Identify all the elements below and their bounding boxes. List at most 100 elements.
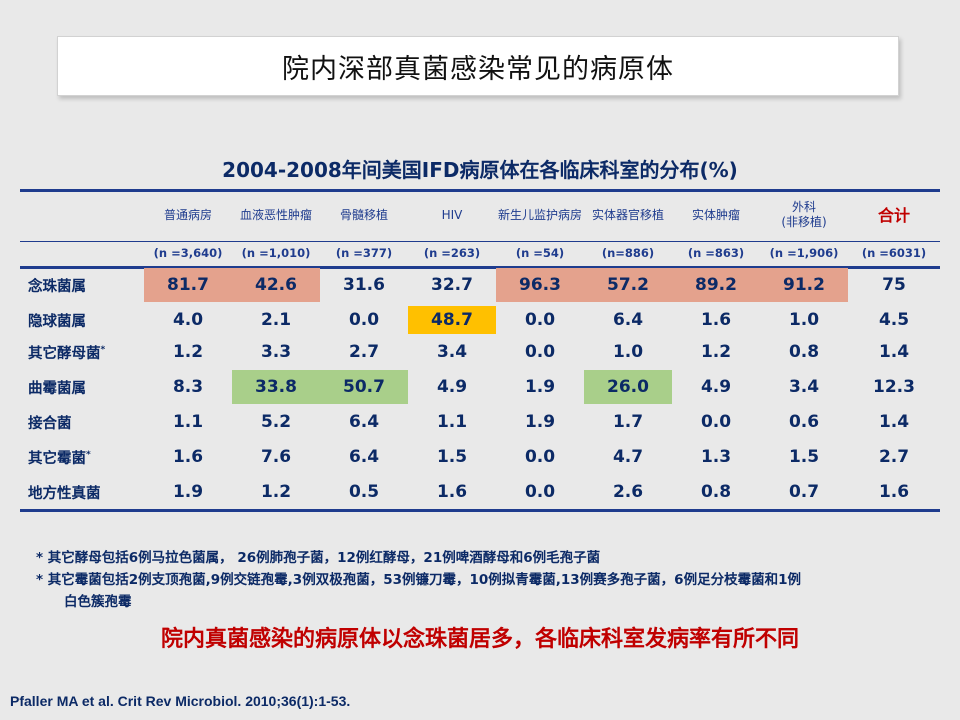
- sample-size-cell: (n =3,640): [153, 246, 223, 260]
- value-cell: 0.0: [524, 447, 556, 467]
- slide-title-box: 院内深部真菌感染常见的病原体: [57, 36, 899, 96]
- table-row: 其它酵母菌* 1.2 3.3 2.7 3.4 0.0 1.0 1.2 0.8 1.4: [20, 336, 940, 368]
- value-cell: 0.5: [348, 482, 380, 502]
- row-label: 其它酵母菌*: [20, 336, 144, 368]
- highlight-box: 89.2: [672, 268, 760, 302]
- value-cell: 42.6: [232, 266, 320, 304]
- row-label: 念珠菌属: [20, 266, 144, 304]
- value-cell: 1.6: [700, 310, 732, 330]
- value-cell: 33.8: [232, 368, 320, 406]
- highlight-box: 96.3: [496, 268, 584, 302]
- value-cell: 4.0: [172, 310, 204, 330]
- value-cell: 4.5: [878, 310, 910, 330]
- value-cell: 75: [882, 275, 906, 295]
- column-header-label: 普通病房: [163, 207, 212, 222]
- column-header: HIV: [408, 190, 496, 240]
- highlight-box: 91.2: [760, 268, 848, 302]
- column-header-label: 外科 (非移植): [781, 200, 827, 229]
- value-cell: 0.0: [524, 482, 556, 502]
- header-divider: [20, 241, 940, 242]
- value-cell: 1.6: [172, 447, 204, 467]
- footnote-other-molds: * 其它霉菌包括2例支顶孢菌,9例交链孢霉,3例双极孢菌，53例镰刀霉，10例拟…: [36, 572, 801, 588]
- citation: Pfaller MA et al. Crit Rev Microbiol. 20…: [10, 693, 351, 709]
- column-header: 实体器官移植: [584, 190, 672, 240]
- row-label-text: 曲霉菌属: [28, 380, 86, 397]
- value-cell: 1.0: [612, 342, 644, 362]
- value-cell: 89.2: [672, 266, 760, 304]
- value-cell: 4.9: [436, 377, 468, 397]
- column-header-label: 合计: [877, 205, 910, 225]
- row-label-text: 念珠菌属: [28, 278, 86, 295]
- highlight-box: 42.6: [232, 268, 320, 302]
- sample-size-cell: (n =377): [335, 246, 393, 260]
- column-header-label: HIV: [441, 207, 463, 222]
- table-row: 地方性真菌 1.9 1.2 0.5 1.6 0.0 2.6 0.8 0.7 1.6: [20, 476, 940, 508]
- value-cell: 1.9: [172, 482, 204, 502]
- value-cell: 0.6: [788, 412, 820, 432]
- value-cell: 6.4: [348, 447, 380, 467]
- value-cell: 1.7: [612, 412, 644, 432]
- row-label-footnote-mark: *: [100, 344, 106, 355]
- value-cell: 0.0: [700, 412, 732, 432]
- table-row: 其它霉菌* 1.6 7.6 6.4 1.5 0.0 4.7 1.3 1.5 2.7: [20, 438, 940, 476]
- highlight-box: 48.7: [408, 306, 496, 334]
- value-cell: 2.6: [612, 482, 644, 502]
- value-cell: 0.7: [788, 482, 820, 502]
- value-cell: 3.3: [260, 342, 292, 362]
- value-cell: 6.4: [348, 412, 380, 432]
- table-row: 曲霉菌属 8.3 33.8 50.7 4.9 1.9 26.0 4.9 3.4 12.3: [20, 368, 940, 406]
- value-cell: 0.8: [788, 342, 820, 362]
- highlight-box: 81.7: [144, 268, 232, 302]
- column-header: 合计: [848, 190, 940, 240]
- row-label-text: 其它酵母菌: [28, 345, 101, 362]
- value-cell: 1.5: [436, 447, 468, 467]
- value-cell: 0.0: [524, 342, 556, 362]
- value-cell: 1.2: [260, 482, 292, 502]
- column-header-label: 实体肿瘤: [691, 207, 740, 222]
- row-label: 曲霉菌属: [20, 368, 144, 406]
- column-header-row: 普通病房 血液恶性肿瘤 骨髓移植 HIV 新生儿监护病房 实体器官移植 实体肿瘤 外科 (非移…: [20, 190, 940, 240]
- value-cell: 3.4: [436, 342, 468, 362]
- column-header-label: 实体器官移植: [591, 207, 664, 222]
- highlight-box: 26.0: [584, 370, 672, 404]
- value-cell: 1.5: [788, 447, 820, 467]
- row-label-text: 地方性真菌: [28, 485, 101, 502]
- corner-cell: [20, 190, 144, 240]
- header-bottom-rule: [20, 266, 940, 269]
- sample-size-row: (n =3,640) (n =1,010) (n =377) (n =263) (n =…: [20, 240, 940, 266]
- column-header: 骨髓移植: [320, 190, 408, 240]
- value-cell: 6.4: [612, 310, 644, 330]
- footnote-other-yeasts: * 其它酵母包括6例马拉色菌属， 26例肺孢子菌，12例红酵母，21例啤酒酵母和…: [36, 550, 601, 566]
- value-cell: 4.7: [612, 447, 644, 467]
- highlight-box: 33.8: [232, 370, 320, 404]
- value-cell: 1.9: [524, 412, 556, 432]
- value-cell: 2.1: [260, 310, 292, 330]
- footnotes: * 其它酵母包括6例马拉色菌属， 26例肺孢子菌，12例红酵母，21例啤酒酵母和…: [36, 547, 936, 613]
- value-cell: 2.7: [878, 447, 910, 467]
- value-cell: 50.7: [320, 368, 408, 406]
- corner-cell: [20, 240, 144, 266]
- value-cell: 26.0: [584, 368, 672, 406]
- value-cell: 1.9: [524, 377, 556, 397]
- column-header: 实体肿瘤: [672, 190, 760, 240]
- value-cell: 0.0: [348, 310, 380, 330]
- table-bottom-rule: [20, 509, 940, 512]
- value-cell: 8.3: [172, 377, 204, 397]
- footnote-other-molds-continued: 白色簇孢霉: [64, 594, 132, 610]
- distribution-table-wrap: 普通病房 血液恶性肿瘤 骨髓移植 HIV 新生儿监护病房 实体器官移植 实体肿瘤 外科 (非移…: [20, 190, 940, 508]
- sample-size-cell: (n =54): [515, 246, 565, 260]
- highlight-box: 50.7: [320, 370, 408, 404]
- value-cell: 1.3: [700, 447, 732, 467]
- value-cell: 1.2: [172, 342, 204, 362]
- distribution-table: 普通病房 血液恶性肿瘤 骨髓移植 HIV 新生儿监护病房 实体器官移植 实体肿瘤 外科 (非移…: [20, 190, 940, 508]
- table-top-rule: [20, 189, 940, 192]
- value-cell: 0.8: [700, 482, 732, 502]
- value-cell: 91.2: [760, 266, 848, 304]
- column-header: 外科 (非移植): [760, 190, 848, 240]
- value-cell: 1.0: [788, 310, 820, 330]
- table-title: 2004-2008年间美国IFD病原体在各临床科室的分布(%): [222, 158, 738, 182]
- sample-size-cell: (n =263): [423, 246, 481, 260]
- sample-size-cell: (n =863): [687, 246, 745, 260]
- value-cell: 0.0: [524, 310, 556, 330]
- row-label-text: 其它霉菌: [28, 450, 86, 467]
